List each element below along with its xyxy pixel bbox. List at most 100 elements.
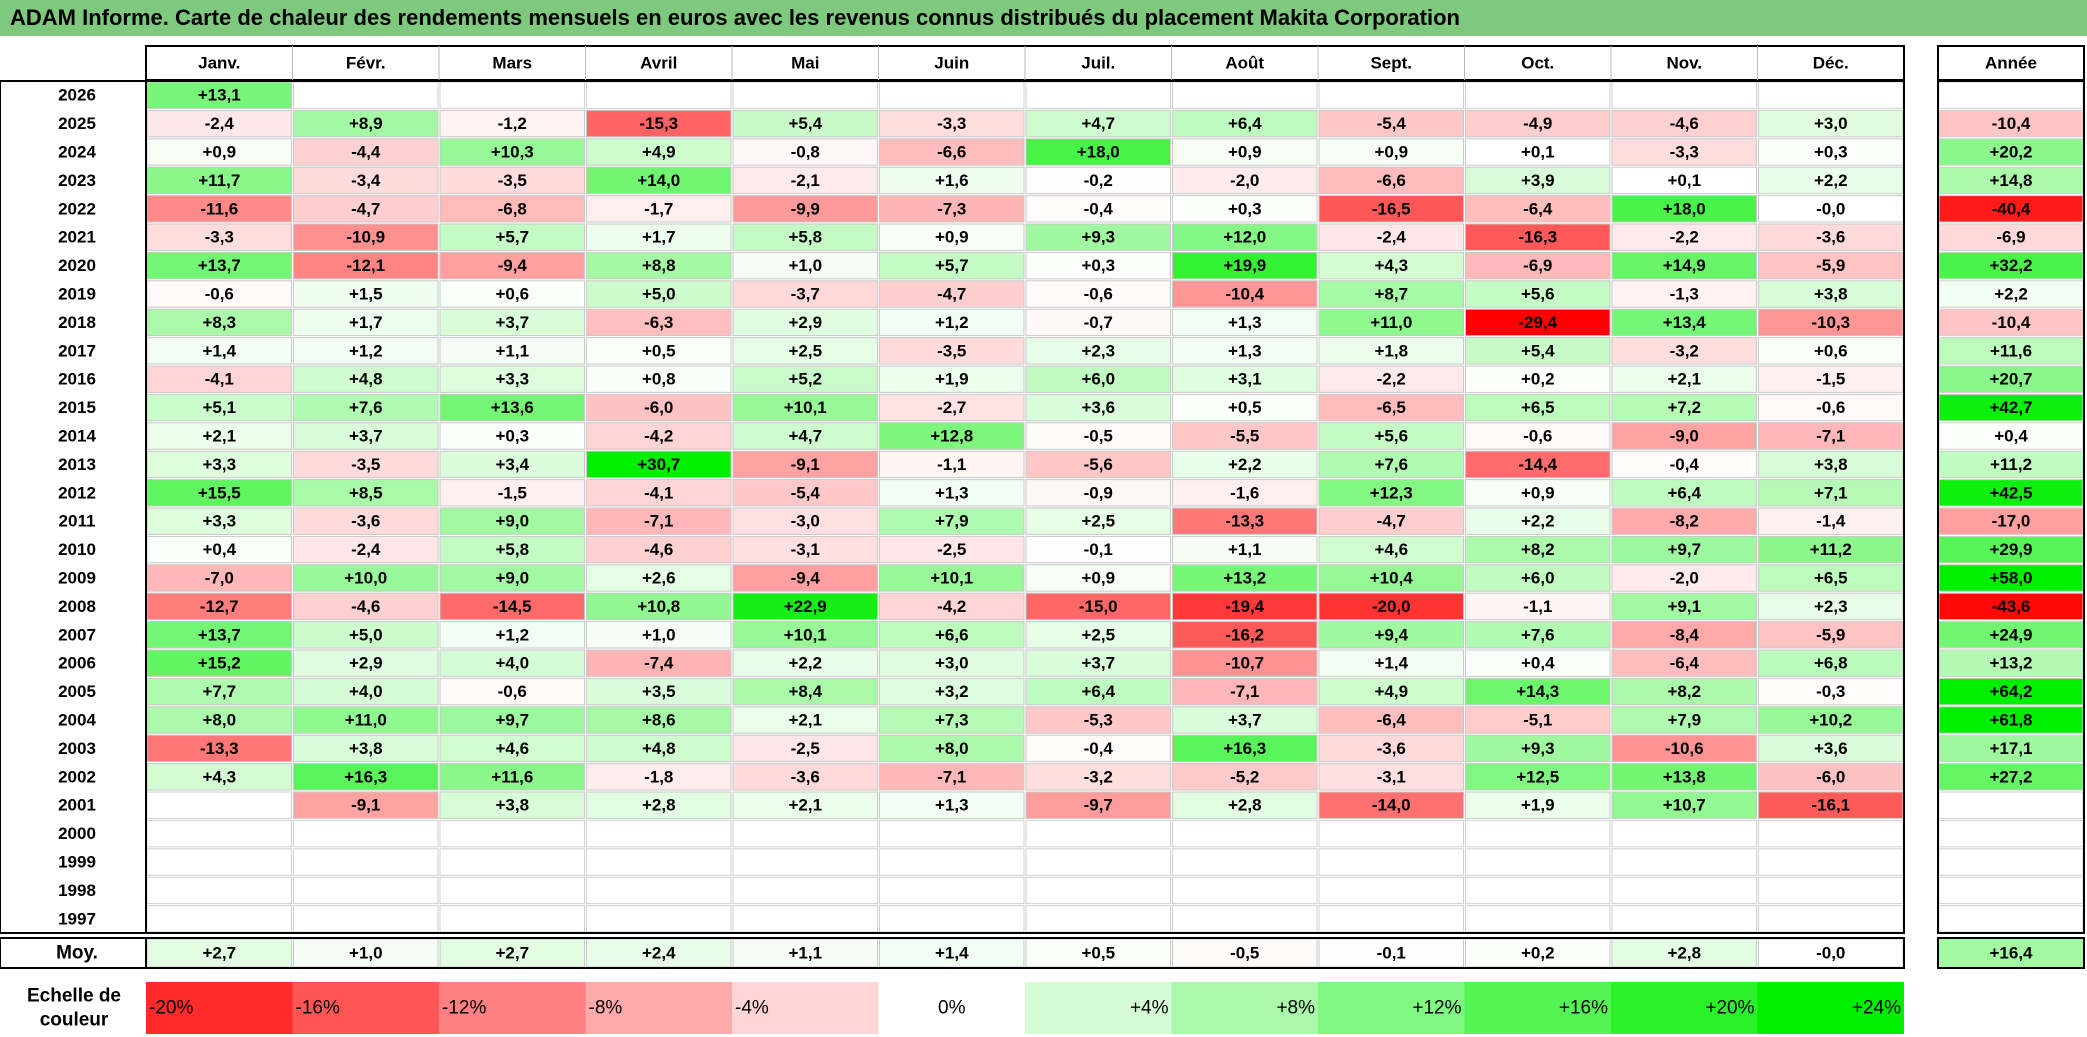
heat-cell-label: +8,7 xyxy=(1374,285,1408,304)
annual-cell xyxy=(1938,763,2084,791)
heat-cell xyxy=(1025,138,1171,166)
heat-cell xyxy=(1465,564,1611,592)
heat-cell-label: -10,9 xyxy=(346,228,385,247)
heat-cell-label: +1,9 xyxy=(1521,796,1555,815)
heat-cell-label: -6,6 xyxy=(1377,171,1406,190)
heat-cell xyxy=(1318,223,1464,251)
heat-cell xyxy=(879,251,1025,280)
heat-cell xyxy=(879,621,1025,649)
heat-cell xyxy=(879,734,1025,763)
heat-cell xyxy=(1172,251,1318,280)
heat-cell xyxy=(1025,706,1171,734)
heat-cell xyxy=(146,308,292,337)
heat-cell xyxy=(293,876,439,905)
heat-cell-label: +7,9 xyxy=(935,512,969,531)
heat-cell xyxy=(1172,564,1318,592)
heat-cell xyxy=(586,649,732,677)
heat-cell xyxy=(1172,166,1318,195)
heat-cell xyxy=(1465,280,1611,308)
heat-cell xyxy=(293,706,439,734)
heat-cell-label: -3,6 xyxy=(1816,228,1845,247)
chart-title: ADAM Informe. Carte de chaleur des rende… xyxy=(10,5,1460,30)
scale-swatch xyxy=(1611,982,1758,1034)
heat-cell-label: +5,7 xyxy=(495,228,529,247)
heat-cell xyxy=(293,621,439,649)
heat-cell-label: +3,1 xyxy=(1228,370,1262,389)
heat-cell-label: -3,3 xyxy=(1670,143,1699,162)
scale-label: -12% xyxy=(442,998,486,1019)
heat-cell xyxy=(732,337,878,365)
year-label: 2009 xyxy=(58,569,96,588)
heat-cell-label: +5,6 xyxy=(1374,427,1408,446)
heat-cell xyxy=(293,763,439,791)
annual-cell xyxy=(1938,848,2084,876)
heat-cell-label: -1,8 xyxy=(644,767,673,786)
heat-cell xyxy=(439,422,585,450)
heat-cell xyxy=(1611,905,1757,933)
heat-cell-label: +5,2 xyxy=(788,370,822,389)
heat-cell xyxy=(1172,621,1318,649)
heat-cell xyxy=(1611,251,1757,280)
heat-cell xyxy=(1465,81,1611,109)
heat-cell xyxy=(879,763,1025,791)
heat-cell-label: -2,4 xyxy=(351,540,381,559)
year-label: 2024 xyxy=(58,143,96,162)
annual-cell-label: +14,8 xyxy=(1989,171,2032,190)
heat-cell xyxy=(732,592,878,621)
heat-cell-label: -3,1 xyxy=(791,540,820,559)
heat-cell-label: -3,2 xyxy=(1670,341,1699,360)
heat-cell xyxy=(439,621,585,649)
heat-cell xyxy=(1172,791,1318,819)
heat-cell-label: -4,4 xyxy=(351,143,381,162)
heat-cell xyxy=(1172,195,1318,223)
heat-cell xyxy=(1465,365,1611,393)
heat-cell xyxy=(146,706,292,734)
heat-cell-label: +0,5 xyxy=(642,341,676,360)
month-header-9: Oct. xyxy=(1521,54,1554,73)
heat-cell-label: +4,8 xyxy=(349,370,383,389)
heat-cell xyxy=(1025,280,1171,308)
heat-cell xyxy=(1318,365,1464,393)
heat-cell xyxy=(732,422,878,450)
annual-cell-label: +11,2 xyxy=(1990,455,2032,474)
heat-cell-label: +3,4 xyxy=(495,455,529,474)
heat-cell xyxy=(1758,848,1904,876)
heat-cell-label: +9,1 xyxy=(1667,597,1701,616)
heat-cell xyxy=(293,223,439,251)
heat-cell xyxy=(439,535,585,564)
heat-cell-label: -0,6 xyxy=(205,285,234,304)
heat-cell-label: -0,6 xyxy=(498,682,527,701)
annual-cell xyxy=(1938,876,2084,905)
heat-cell xyxy=(1025,876,1171,905)
heat-cell xyxy=(1465,649,1611,677)
year-label: 2005 xyxy=(58,682,96,701)
heat-cell-label: +1,5 xyxy=(349,285,383,304)
heat-cell xyxy=(439,365,585,393)
heat-cell-label: -2,7 xyxy=(937,398,966,417)
heat-cell-label: +1,4 xyxy=(202,341,236,360)
heat-cell-label: -3,0 xyxy=(791,512,820,531)
heat-cell-label: +7,9 xyxy=(1667,711,1701,730)
heat-cell-label: -10,4 xyxy=(1225,285,1264,304)
heat-cell xyxy=(732,138,878,166)
heat-cell xyxy=(1758,564,1904,592)
annual-cell xyxy=(1938,195,2084,223)
heat-cell-label: -1,7 xyxy=(644,199,673,218)
heat-cell xyxy=(879,422,1025,450)
heat-cell xyxy=(732,621,878,649)
heat-cell-label: +11,6 xyxy=(491,767,533,786)
heat-cell xyxy=(1025,564,1171,592)
month-header-11: Déc. xyxy=(1813,54,1849,73)
heat-cell xyxy=(1025,507,1171,535)
year-label: 2008 xyxy=(58,597,96,616)
heat-cell xyxy=(146,337,292,365)
annual-cell xyxy=(1938,706,2084,734)
heat-cell-label: -3,5 xyxy=(937,341,966,360)
year-label: 2002 xyxy=(58,767,96,786)
annual-header: Année xyxy=(1985,54,2037,73)
heat-cell xyxy=(1465,166,1611,195)
heat-cell xyxy=(586,223,732,251)
heat-cell xyxy=(1611,280,1757,308)
heat-cell xyxy=(1465,393,1611,422)
heat-cell xyxy=(1318,763,1464,791)
